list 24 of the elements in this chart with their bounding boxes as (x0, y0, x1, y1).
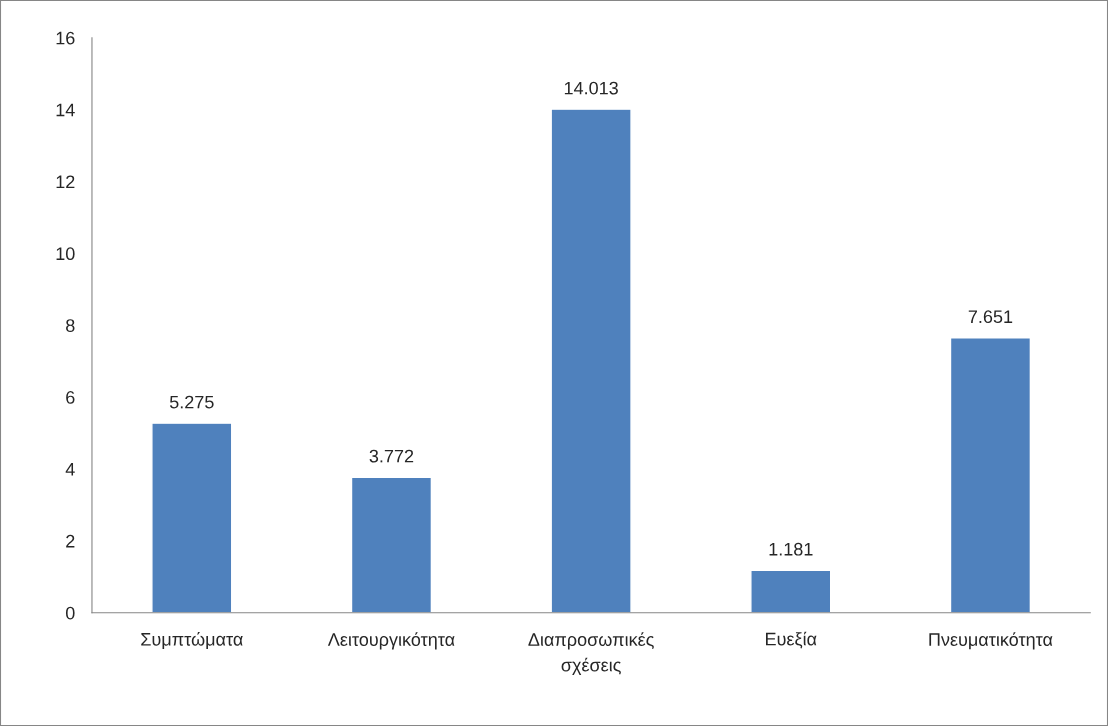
data-label: 14.013 (564, 81, 618, 95)
y-tick-label: 16 (56, 31, 75, 45)
data-label: 3.772 (369, 449, 414, 463)
x-tick-label: Ευεξία (766, 631, 817, 649)
y-tick-label: 12 (56, 175, 75, 189)
bar (550, 108, 632, 613)
x-tick-label: Λειτουργικότητα (327, 632, 455, 650)
y-tick-label: 4 (65, 463, 75, 476)
y-tick-label: 0 (65, 606, 75, 620)
bar (350, 476, 433, 613)
data-label: 7.651 (968, 310, 1013, 324)
y-tick-label: 10 (56, 247, 75, 261)
y-tick-label: 2 (66, 534, 75, 548)
x-tick-label: Πνευματικότητα (929, 632, 1053, 650)
x-tick-label: Συμπτώματα (141, 631, 243, 649)
y-tick-label: 8 (66, 319, 75, 332)
x-tick-label: Διαπροσωπικές σχέσεις (528, 632, 654, 676)
y-tick-label: 14 (56, 103, 75, 117)
data-label: 5.275 (169, 395, 214, 409)
bar (151, 422, 233, 613)
bar (750, 569, 832, 613)
y-tick-label: 6 (66, 391, 75, 404)
bar (949, 337, 1032, 613)
data-label: 1.181 (769, 542, 813, 556)
